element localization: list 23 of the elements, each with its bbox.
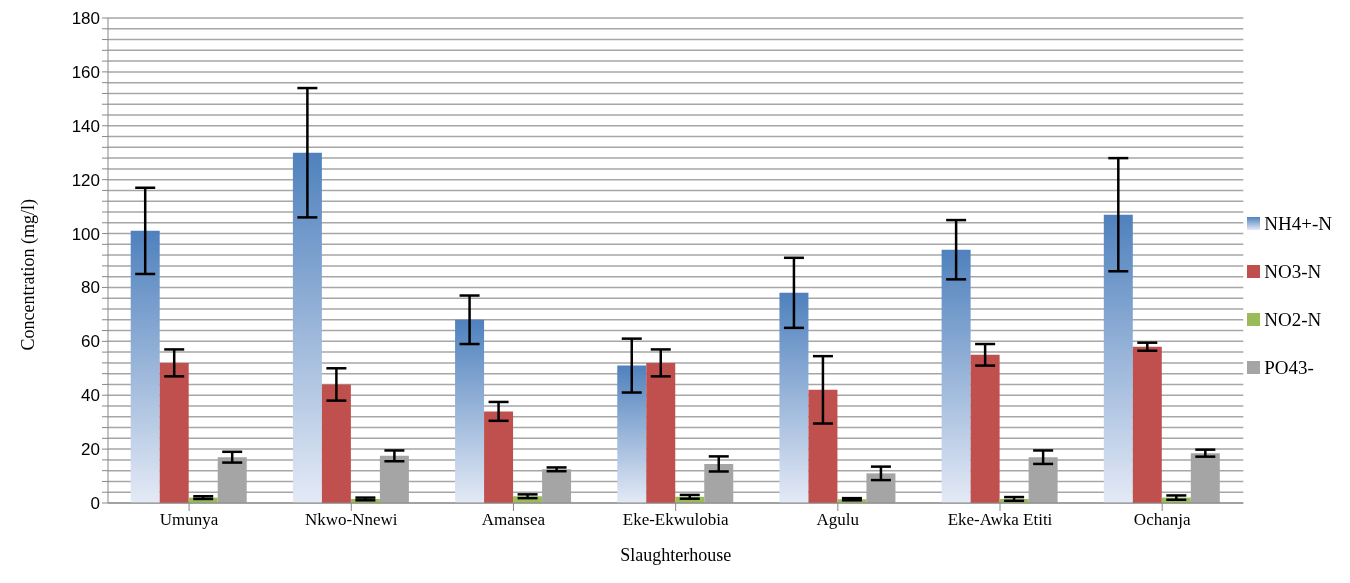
y-tick-label: 180 (71, 9, 100, 29)
y-tick-label: 80 (81, 278, 100, 298)
y-tick-label: 0 (90, 494, 100, 514)
legend-label: NO3-N (1264, 260, 1322, 283)
y-tick-label: 60 (81, 332, 100, 352)
x-axis-title: Slaughterhouse (620, 545, 732, 565)
x-tick-label: Eke-Ekwulobia (622, 510, 729, 530)
x-tick-label: Nkwo-Nnewi (305, 510, 398, 530)
x-tick-label: Eke-Awka Etiti (947, 510, 1053, 530)
x-tick-label: Amansea (481, 510, 546, 530)
x-tick-label: Umunya (159, 510, 219, 530)
legend-label: NH4+-N (1264, 212, 1332, 235)
y-tick-label: 100 (71, 224, 100, 244)
x-tick-label: Agulu (816, 510, 860, 530)
x-tick-label: Ochanja (1133, 510, 1191, 530)
y-tick-label: 140 (71, 116, 100, 136)
legend-label: NO2-N (1264, 308, 1322, 331)
y-tick-label: 20 (81, 440, 100, 460)
y-tick-label: 120 (71, 170, 100, 190)
legend-label: PO43- (1264, 356, 1314, 379)
y-tick-label: 160 (71, 62, 100, 82)
y-axis-title: Concentration (mg/l) (18, 199, 40, 351)
y-tick-label: 40 (81, 386, 100, 406)
